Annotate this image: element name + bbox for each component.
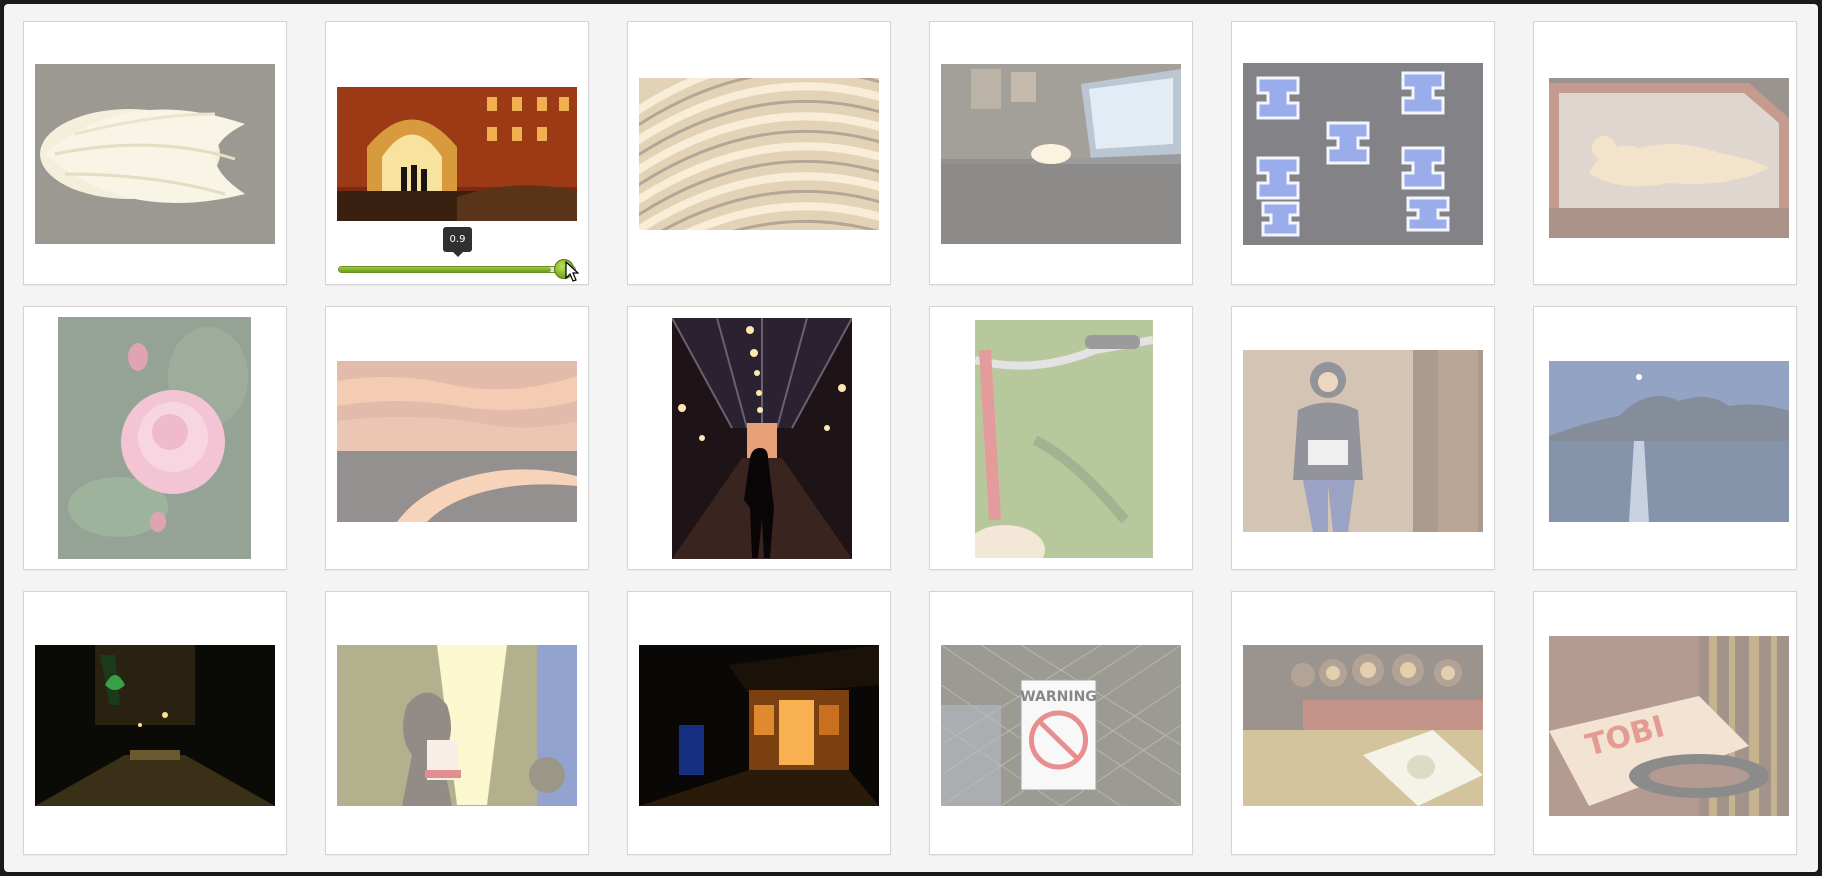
glass-arcade-photo[interactable]: [672, 318, 852, 559]
opacity-slider-fill: [339, 267, 552, 272]
glass-case-figure-photo[interactable]: [1549, 78, 1789, 238]
books-box-photo[interactable]: TOBI: [1549, 636, 1789, 816]
sunset-river-photo[interactable]: [337, 361, 577, 522]
flower-bud-photo[interactable]: [35, 64, 275, 244]
pinball-dollar-photo[interactable]: [1243, 645, 1483, 806]
slider-value-tooltip: 0.9: [443, 227, 472, 257]
blue-figures-photo[interactable]: [1243, 63, 1483, 245]
dark-alley-photo[interactable]: [35, 645, 275, 806]
mouse-cursor-icon: [565, 261, 579, 282]
gallery-frame: 0.9: [4, 4, 1818, 872]
pink-rose-photo[interactable]: [58, 317, 251, 559]
curved-roof-photo[interactable]: [639, 78, 879, 230]
moonlit-lake-photo[interactable]: [1549, 361, 1789, 522]
desk-laptop-photo[interactable]: [941, 64, 1181, 244]
opacity-slider-track[interactable]: [338, 266, 576, 273]
bicycle-grass-photo[interactable]: [975, 320, 1153, 558]
mona-lisa-graffiti-photo[interactable]: [1243, 350, 1483, 532]
archway-night-photo[interactable]: [337, 87, 577, 221]
warning-sign-photo[interactable]: WARNING: [941, 645, 1181, 806]
lit-doorway-photo[interactable]: [639, 645, 879, 806]
singer-stage-photo[interactable]: [337, 645, 577, 806]
warning-sign-text: WARNING: [1020, 689, 1097, 705]
